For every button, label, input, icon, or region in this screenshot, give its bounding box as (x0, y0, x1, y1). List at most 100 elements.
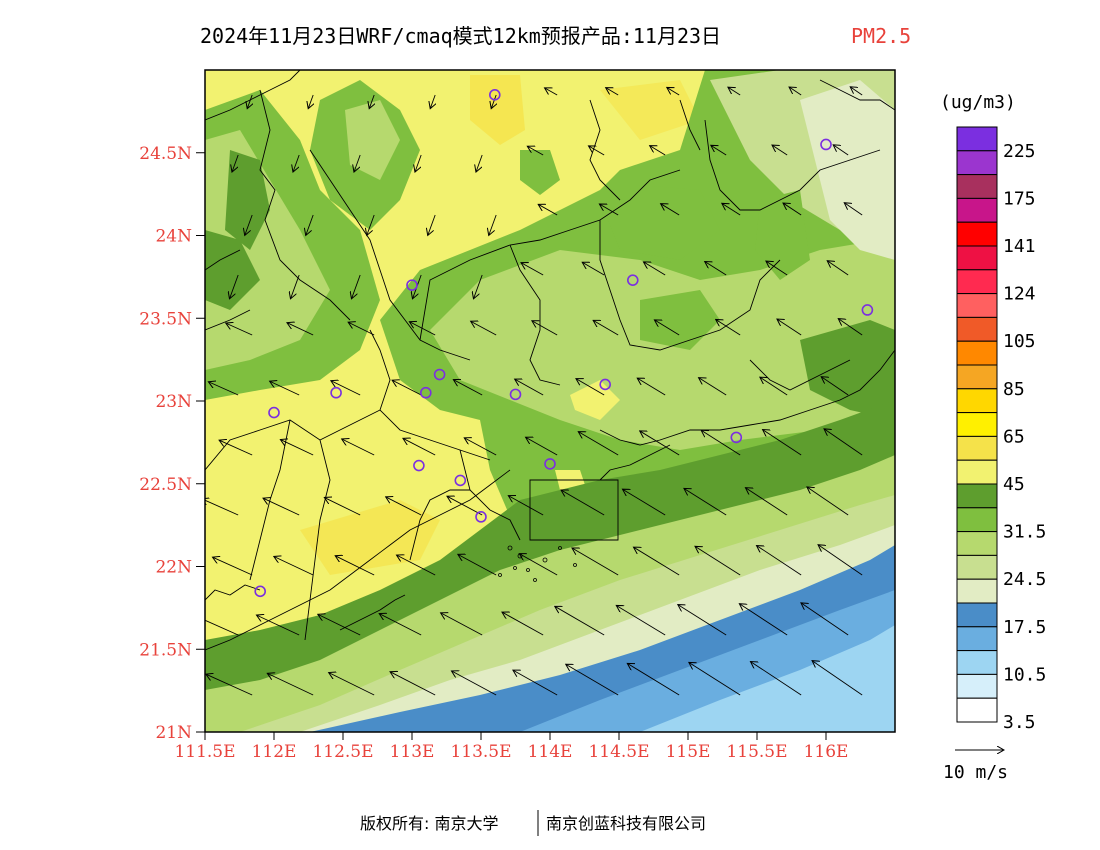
colorbar-label: 3.5 (1003, 712, 1036, 733)
colorbar-swatch (956, 578, 998, 604)
wind-arrow (573, 548, 619, 576)
wind-arrow (651, 146, 666, 156)
colorbar-swatch (956, 531, 998, 556)
colorbar-swatch (956, 340, 998, 366)
wind-arrow (509, 496, 544, 516)
wind-arrow (428, 214, 436, 235)
wind-arrow (503, 613, 544, 636)
station-marker (330, 386, 342, 399)
wind-arrow (349, 323, 375, 336)
wind-arrow (712, 146, 727, 156)
station-marker (413, 459, 425, 472)
station-marker (599, 378, 612, 391)
colorbar-label: 85 (1003, 379, 1025, 400)
wind-arrow (767, 262, 788, 276)
wind-arrow (281, 440, 314, 456)
wind-arrow (441, 613, 483, 636)
wind-arrow (834, 145, 849, 156)
station-marker (730, 431, 743, 444)
wind-arrow (607, 88, 619, 96)
wind-arrow (472, 322, 497, 336)
wind-arrow (230, 274, 239, 298)
wind-arrow (268, 674, 314, 696)
colorbar-swatch (956, 269, 998, 295)
station-marker (509, 388, 522, 401)
lat-tick-label: 22.5N (139, 475, 192, 495)
colorbar-label: 31.5 (1003, 522, 1046, 543)
wind-arrow (802, 603, 849, 636)
wind-arrow (232, 154, 239, 171)
colorbar-label: 10.5 (1003, 664, 1046, 685)
wind-arrow (813, 661, 863, 696)
latitude-axis: 24.5N 24N 23.5N 23N 22.5N 22N 21.5N 21N (139, 144, 205, 743)
wind-arrow (638, 379, 666, 396)
wind-arrow (851, 87, 863, 96)
colorbar-swatch (956, 174, 998, 199)
wind-arrow (454, 380, 483, 396)
wind-arrow (514, 671, 558, 696)
station-marker (268, 406, 280, 419)
wind-arrow (839, 319, 863, 336)
wind-arrow (415, 154, 422, 171)
colorbar-swatch (956, 197, 998, 223)
wind-arrow (410, 322, 436, 336)
lon-tick-label: 114.5E (588, 742, 649, 762)
wind-arrow (309, 94, 314, 108)
wind-arrow (679, 605, 727, 636)
pollutant-label: PM2.5 (851, 24, 911, 48)
wind-arrow (784, 204, 802, 216)
lon-tick-label: 115.5E (726, 742, 787, 762)
wind-arrow (685, 489, 727, 516)
lon-tick-label: 113E (390, 742, 435, 762)
wind-arrow (476, 154, 483, 171)
wind-arrow (600, 205, 619, 216)
lon-tick-label: 116E (804, 742, 849, 762)
wind-arrow (325, 498, 361, 516)
wind-arrow (562, 490, 605, 516)
colorbar-label: 175 (1003, 188, 1036, 209)
wind-arrow (245, 214, 253, 235)
wind-arrow (465, 438, 497, 456)
wind-arrow (655, 320, 680, 336)
lat-tick-label: 21.5N (139, 640, 192, 660)
wind-arrow (778, 320, 802, 336)
lon-tick-label: 112.5E (312, 742, 373, 762)
wind-arrow (526, 438, 558, 456)
lon-tick-label: 112E (252, 742, 297, 762)
wind-arrow (448, 497, 483, 516)
colorbar-swatch (956, 435, 998, 461)
colorbar-label: 24.5 (1003, 569, 1046, 590)
wind-arrow (628, 664, 680, 696)
colorbar-swatch (956, 316, 998, 342)
colorbar-swatch (956, 388, 998, 414)
wind-arrow (757, 546, 802, 576)
wind-arrow (690, 663, 741, 696)
longitude-axis: 111.5E 112E 112.5E 113E 113.5E 114E 114.5E 115E… (174, 732, 848, 762)
wind-arrow (545, 88, 558, 96)
wind-arrow (594, 321, 619, 336)
wind-arrow (270, 382, 300, 396)
concentration-field (205, 70, 895, 732)
wind-arrow (332, 381, 361, 396)
colorbar-swatch (956, 459, 998, 485)
wind-arrow (205, 619, 239, 636)
colorbar-label: 105 (1003, 331, 1036, 352)
wind-arrow (205, 499, 239, 516)
wind-arrow (227, 324, 253, 336)
wind-arrow (702, 431, 741, 456)
colorbar-label: 141 (1003, 236, 1036, 257)
wind-arrow (516, 380, 544, 396)
station-marker (544, 458, 556, 470)
wind-arrow (288, 323, 314, 336)
wind-arrow (589, 146, 605, 156)
wind-arrow (387, 497, 422, 516)
wind-arrow (577, 379, 605, 396)
wind-arrow (380, 614, 422, 636)
wind-arrow (751, 662, 802, 696)
wind-arrow (391, 672, 436, 696)
wind-arrow (293, 154, 300, 171)
copyright-right: 南京创蓝科技有限公司 (546, 814, 706, 833)
wind-arrow (370, 94, 375, 108)
wind-arrow (583, 263, 605, 276)
